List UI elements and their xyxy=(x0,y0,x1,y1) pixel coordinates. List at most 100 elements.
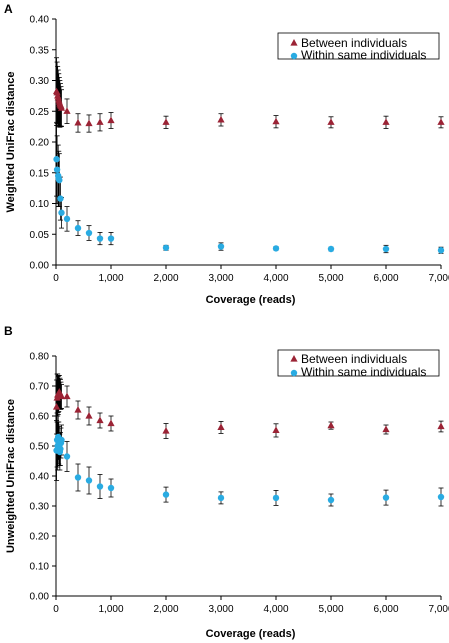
data-point-circle xyxy=(217,494,225,502)
data-point-triangle xyxy=(272,426,280,433)
data-point-triangle xyxy=(85,119,93,127)
data-point-triangle xyxy=(52,403,61,410)
y-axis-title: Unweighted UniFrac distance xyxy=(5,399,17,553)
y-tick-label: 0.35 xyxy=(30,45,50,56)
y-axis-title: Weighted UniFrac distance xyxy=(5,72,17,213)
data-point-triangle xyxy=(217,115,225,123)
data-point-circle xyxy=(53,166,61,173)
data-point-triangle xyxy=(162,427,170,434)
x-axis-title: Coverage (reads) xyxy=(206,294,296,306)
data-point-circle xyxy=(74,224,82,232)
x-tick-label: 3,000 xyxy=(208,273,233,284)
data-point-triangle xyxy=(382,425,390,433)
legend-marker-triangle xyxy=(290,355,298,362)
data-point-circle xyxy=(272,494,280,502)
x-tick-label: 7,000 xyxy=(428,604,449,615)
data-point-triangle xyxy=(217,423,225,430)
chart-panel-a: A 0.00 0.05 0.10 0.15 0.20 0.25 0.30 0.35 0.40 0 1,… xyxy=(4,2,449,306)
data-point-circle xyxy=(96,235,104,242)
x-tick-label: 2,000 xyxy=(153,604,178,615)
data-point-circle xyxy=(63,453,71,460)
y-tick-label: 0.05 xyxy=(30,230,50,241)
panel-label: A xyxy=(4,2,13,16)
data-point-circle xyxy=(437,247,445,254)
legend-marker-triangle xyxy=(290,39,298,46)
series-between-individuals xyxy=(52,373,445,439)
data-point-triangle xyxy=(96,416,104,424)
data-point-circle xyxy=(57,445,64,453)
x-tick-label: 0 xyxy=(53,273,59,284)
y-tick-label: 0.00 xyxy=(30,592,50,603)
x-tick-label: 2,000 xyxy=(153,273,178,284)
data-point-triangle xyxy=(327,421,335,429)
data-point-circle xyxy=(57,195,64,202)
data-point-triangle xyxy=(107,116,115,124)
data-point-circle xyxy=(382,245,390,253)
x-tick-label: 6,000 xyxy=(373,604,398,615)
data-point-triangle xyxy=(162,118,170,125)
data-point-triangle xyxy=(57,104,66,111)
data-point-triangle xyxy=(96,118,104,125)
legend-label: Between individuals xyxy=(301,352,407,366)
data-point-circle xyxy=(217,243,225,250)
data-point-circle xyxy=(85,477,93,484)
legend-label: Between individuals xyxy=(301,36,407,50)
data-point-triangle xyxy=(437,118,445,125)
data-point-triangle xyxy=(63,392,71,400)
data-point-triangle xyxy=(53,88,61,96)
x-tick-label: 5,000 xyxy=(318,273,343,284)
y-tick-label: 0.80 xyxy=(30,352,50,363)
data-point-triangle xyxy=(437,422,445,430)
y-tick-label: 0.20 xyxy=(30,532,50,543)
x-tick-label: 1,000 xyxy=(98,604,123,615)
data-point-circle xyxy=(58,209,65,216)
data-point-circle xyxy=(85,229,93,237)
data-point-triangle xyxy=(382,118,390,125)
data-point-circle xyxy=(437,493,445,501)
x-tick-label: 1,000 xyxy=(98,273,123,284)
legend-label: Within same individuals xyxy=(301,48,426,62)
legend-label: Within same individuals xyxy=(301,365,426,379)
y-tick-label: 0.15 xyxy=(30,168,50,179)
legend-marker-circle xyxy=(290,52,298,60)
data-point-circle xyxy=(96,483,104,490)
data-point-circle xyxy=(63,215,71,223)
legend-marker-circle xyxy=(290,369,298,377)
y-tick-label: 0.40 xyxy=(30,15,50,26)
x-axis-title: Coverage (reads) xyxy=(206,628,296,640)
legend-box xyxy=(277,32,440,60)
data-point-circle xyxy=(272,245,280,252)
y-tick-label: 0.20 xyxy=(30,138,50,149)
y-tick-label: 0.40 xyxy=(30,472,50,483)
y-tick-label: 0.30 xyxy=(30,76,50,87)
data-point-circle xyxy=(327,245,335,253)
data-point-circle xyxy=(327,496,335,504)
data-point-circle xyxy=(107,484,115,492)
y-tick-label: 0.30 xyxy=(30,502,50,513)
y-tick-label: 0.25 xyxy=(30,107,50,118)
series-within-same-individuals xyxy=(53,121,445,254)
x-tick-label: 3,000 xyxy=(208,604,233,615)
data-point-triangle xyxy=(85,412,93,419)
data-point-triangle xyxy=(74,406,82,413)
y-tick-label: 0.00 xyxy=(30,261,50,272)
data-point-triangle xyxy=(272,117,280,125)
y-tick-label: 0.60 xyxy=(30,412,50,423)
x-tick-label: 0 xyxy=(53,604,59,615)
y-tick-label: 0.50 xyxy=(30,442,50,453)
legend-box xyxy=(277,349,440,377)
series-between-individuals xyxy=(52,57,445,133)
y-tick-label: 0.10 xyxy=(30,562,50,573)
data-point-triangle xyxy=(327,118,335,125)
data-point-circle xyxy=(56,176,63,184)
data-point-circle xyxy=(162,491,170,498)
x-tick-label: 4,000 xyxy=(263,604,288,615)
data-point-circle xyxy=(382,494,390,501)
data-point-circle xyxy=(162,244,170,251)
series-within-same-individuals xyxy=(53,412,445,507)
panel-label: B xyxy=(4,324,13,338)
data-point-circle xyxy=(107,235,115,242)
